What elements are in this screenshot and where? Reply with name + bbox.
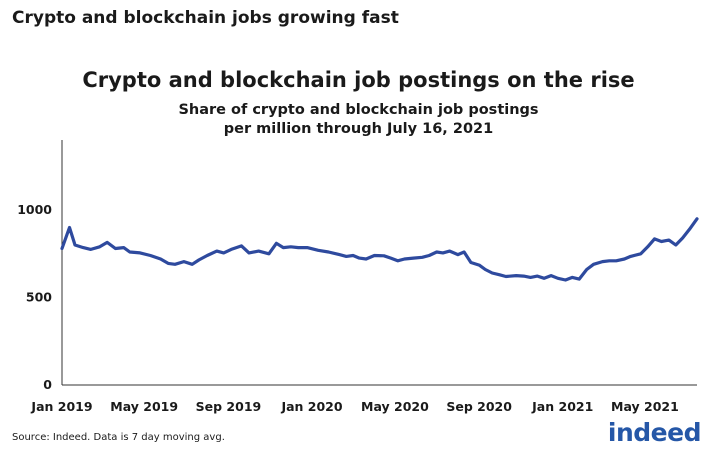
y-tick-label: 0 <box>43 377 52 392</box>
x-tick-label: May 2020 <box>361 399 429 414</box>
x-tick-label: Jan 2019 <box>30 399 92 414</box>
x-tick-label: May 2021 <box>611 399 679 414</box>
page-heading: Crypto and blockchain jobs growing fast <box>12 8 399 28</box>
x-tick-label: Jan 2021 <box>531 399 593 414</box>
x-tick-label: May 2019 <box>110 399 178 414</box>
chart-subtitle-line-1: Share of crypto and blockchain job posti… <box>178 102 539 118</box>
source-note: Source: Indeed. Data is 7 day moving avg… <box>12 432 225 443</box>
x-tick-label: Sep 2019 <box>196 399 262 414</box>
chart-title: Crypto and blockchain job postings on th… <box>82 68 635 92</box>
series-line <box>60 217 699 282</box>
chart-subtitle: Share of crypto and blockchain job posti… <box>0 101 717 139</box>
y-tick-label: 1000 <box>17 202 52 217</box>
chart-subtitle-line-2: per million through July 16, 2021 <box>223 121 494 137</box>
y-tick-label: 500 <box>26 290 52 305</box>
indeed-logo: indeed <box>607 418 702 447</box>
x-tick-label: Sep 2020 <box>446 399 512 414</box>
x-tick-label: Jan 2020 <box>280 399 342 414</box>
